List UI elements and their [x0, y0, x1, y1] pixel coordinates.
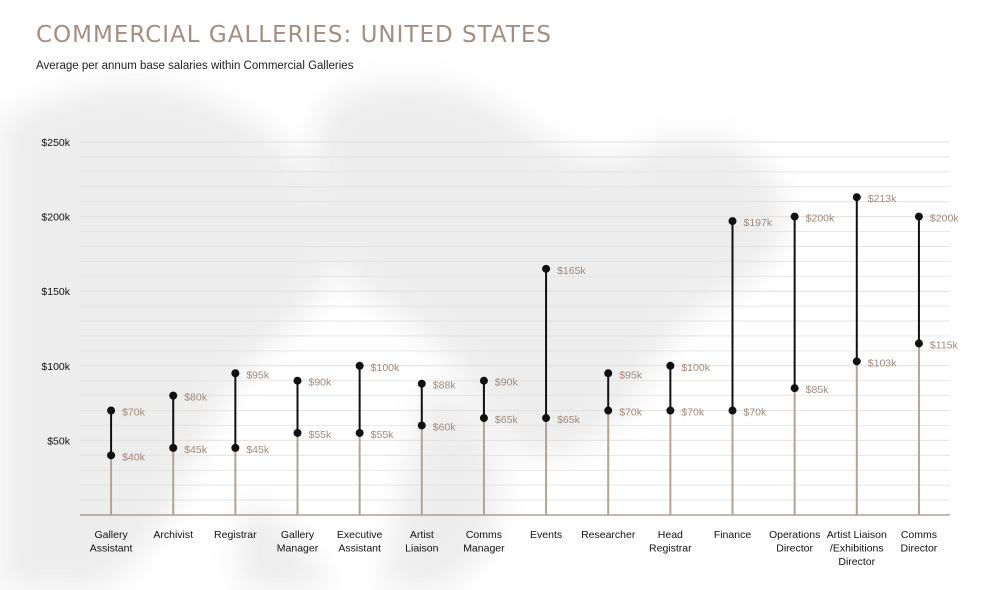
- high-value-label: $95k: [246, 369, 270, 381]
- high-value-label: $213k: [868, 193, 897, 205]
- low-value-label: $45k: [184, 444, 208, 456]
- category-label: Artist Liaison: [405, 529, 438, 555]
- high-value-label: $70k: [122, 407, 146, 419]
- y-tick-label: $250k: [41, 137, 70, 149]
- low-point: [604, 406, 613, 415]
- high-value-label: $100k: [371, 362, 400, 374]
- high-value-label: $90k: [309, 377, 333, 389]
- low-value-label: $103k: [868, 357, 897, 369]
- low-value-label: $60k: [433, 421, 457, 433]
- high-point: [107, 406, 116, 415]
- low-point: [107, 451, 116, 460]
- high-point: [542, 264, 551, 273]
- low-point: [542, 414, 551, 423]
- category-label: Comms Manager: [463, 529, 505, 555]
- low-point: [728, 406, 737, 415]
- page-title: COMMERCIAL GALLERIES: UNITED STATES: [36, 22, 553, 48]
- y-tick-label: $100k: [41, 361, 70, 373]
- category-label: Operations Director: [769, 529, 820, 555]
- category-label: Finance: [714, 529, 752, 541]
- category-label: Comms Director: [901, 529, 938, 555]
- low-value-label: $55k: [309, 429, 333, 441]
- high-point: [852, 193, 861, 202]
- low-value-label: $65k: [495, 414, 519, 426]
- low-value-label: $70k: [744, 407, 768, 419]
- high-point: [604, 369, 613, 378]
- y-tick-label: $50k: [47, 435, 71, 447]
- category-label: Gallery Manager: [277, 529, 319, 555]
- low-value-label: $115k: [930, 339, 959, 351]
- high-point: [169, 391, 178, 400]
- high-point: [231, 369, 240, 378]
- low-value-label: $45k: [246, 444, 270, 456]
- category-label: Researcher: [581, 529, 636, 541]
- category-label: Head Registrar: [649, 529, 692, 555]
- low-point: [231, 443, 240, 452]
- y-tick-label: $150k: [41, 286, 70, 298]
- page-subtitle: Average per annum base salaries within C…: [36, 60, 354, 72]
- high-point: [355, 361, 364, 370]
- category-label: Registrar: [214, 529, 257, 541]
- high-value-label: $200k: [806, 213, 835, 225]
- category-label: Archivist: [153, 529, 193, 541]
- high-point: [417, 379, 426, 388]
- high-point: [728, 217, 737, 226]
- low-point: [852, 357, 861, 366]
- high-value-label: $197k: [744, 217, 773, 229]
- low-value-label: $65k: [557, 414, 581, 426]
- category-label: Events: [530, 529, 562, 541]
- category-label: Artist Liaison/Exhibitions Director: [827, 529, 887, 568]
- y-tick-label: $200k: [41, 212, 70, 224]
- low-point: [666, 406, 675, 415]
- low-point: [293, 428, 302, 437]
- high-value-label: $200k: [930, 213, 959, 225]
- high-value-label: $165k: [557, 265, 586, 277]
- high-value-label: $100k: [681, 362, 710, 374]
- high-point: [666, 361, 675, 370]
- low-point: [790, 384, 799, 393]
- low-point: [417, 421, 426, 430]
- high-point: [914, 212, 923, 221]
- low-value-label: $70k: [619, 407, 643, 419]
- category-label: Executive Assistant: [337, 529, 383, 555]
- low-value-label: $55k: [371, 429, 395, 441]
- low-value-label: $40k: [122, 451, 146, 463]
- high-point: [293, 376, 302, 385]
- low-point: [914, 339, 923, 348]
- low-value-label: $70k: [681, 407, 705, 419]
- high-point: [790, 212, 799, 221]
- high-value-label: $88k: [433, 380, 457, 392]
- high-value-label: $90k: [495, 377, 519, 389]
- low-point: [479, 414, 488, 423]
- high-point: [479, 376, 488, 385]
- low-point: [169, 443, 178, 452]
- high-value-label: $95k: [619, 369, 643, 381]
- low-point: [355, 428, 364, 437]
- low-value-label: $85k: [806, 384, 830, 396]
- high-value-label: $80k: [184, 392, 208, 404]
- category-label: Gallery Assistant: [90, 529, 133, 555]
